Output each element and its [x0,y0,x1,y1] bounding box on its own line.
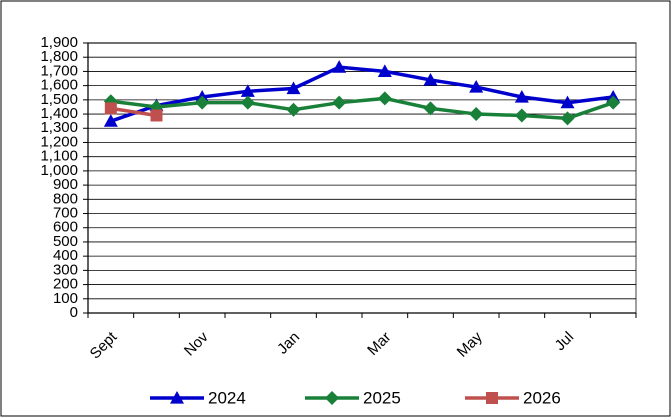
data-point [103,114,118,127]
y-tick-label: 200 [53,276,78,293]
series-line [110,65,614,123]
y-tick-label: 900 [53,176,78,193]
y-tick-label: 1,000 [40,162,78,179]
data-point [240,95,255,110]
data-point [332,95,347,110]
y-tick-label: 700 [53,204,78,221]
y-tick-label: 1,600 [40,77,78,94]
data-point [286,102,301,117]
y-tick-label: 1,100 [40,148,78,165]
legend-label: 2024 [208,388,246,407]
y-tick-label: 1,500 [40,91,78,108]
y-tick-label: 0 [70,304,78,321]
plot-area [87,42,637,314]
data-point [104,102,117,115]
y-tick-label: 1,800 [40,48,78,65]
data-point [469,107,484,122]
legend-marker [325,391,339,405]
data-point [560,95,575,109]
y-tick-label: 600 [53,219,78,236]
data-point [240,84,255,97]
y-tick-label: 300 [53,261,78,278]
legend-marker [486,392,498,404]
data-point [150,109,163,122]
data-point [195,95,210,110]
y-tick-label: 100 [53,290,78,307]
y-tick-label: 500 [53,233,78,250]
data-point [514,90,529,103]
y-tick-label: 400 [53,247,78,264]
y-tick-label: 1,400 [40,105,78,122]
data-point [606,95,621,110]
data-point [469,80,484,93]
data-point [514,108,529,123]
y-tick-label: 800 [53,190,78,207]
legend-label: 2025 [363,388,401,407]
data-point [377,91,392,106]
legend-label: 2026 [523,388,561,407]
data-point [377,64,392,78]
series-line [110,106,157,118]
series-line [110,96,614,121]
data-point [560,111,575,126]
y-tick-label: 1,900 [40,34,78,51]
y-tick-label: 1,300 [40,119,78,136]
data-point [423,72,438,86]
data-point [423,101,438,116]
data-point [332,60,347,73]
data-point [286,81,301,95]
legend-marker [170,391,184,404]
y-tick-label: 1,200 [40,133,78,150]
y-tick-label: 1,700 [40,62,78,79]
